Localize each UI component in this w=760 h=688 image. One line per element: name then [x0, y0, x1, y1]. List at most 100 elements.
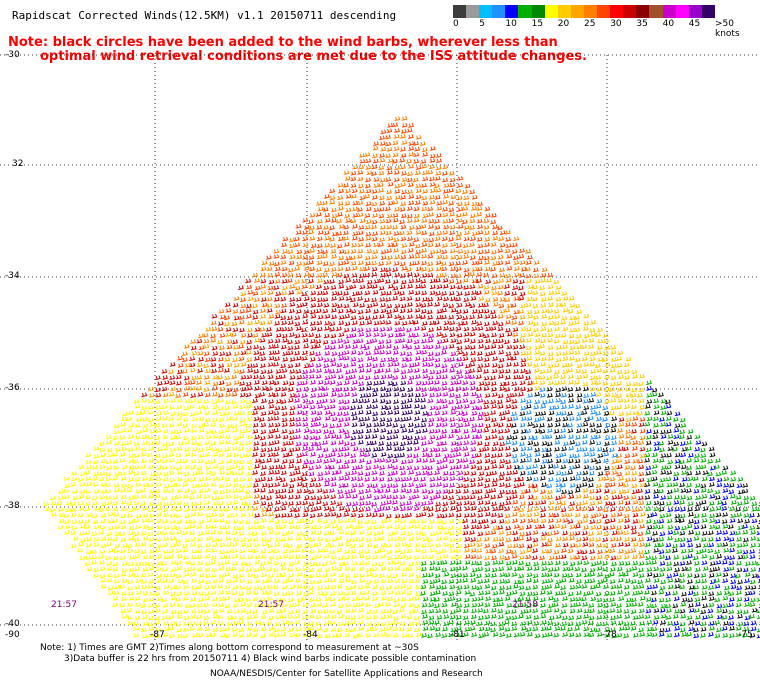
wind-barb: [190, 542, 196, 547]
wind-barb: [322, 339, 329, 345]
wind-barb: [541, 585, 547, 591]
wind-barb: [261, 465, 267, 470]
wind-barb: [630, 495, 637, 500]
wind-barb: [386, 303, 393, 309]
wind-barb: [497, 225, 503, 231]
wind-barb: [154, 387, 161, 393]
wind-barb: [357, 338, 364, 344]
wind-barb: [658, 501, 665, 506]
wind-barb: [651, 476, 658, 482]
wind-barb: [581, 530, 588, 536]
wind-barb: [400, 164, 406, 170]
wind-barb: [658, 507, 665, 512]
wind-barb: [294, 398, 300, 403]
wind-barb: [751, 501, 758, 507]
wind-barb: [490, 255, 497, 261]
wind-barb: [547, 296, 553, 301]
wind-barb: [693, 513, 700, 519]
wind-barb: [246, 459, 253, 465]
wind-barb: [518, 309, 524, 314]
wind-barb: [526, 356, 533, 361]
wind-barb: [413, 326, 420, 331]
wind-barb: [699, 447, 706, 453]
wind-barb: [512, 458, 519, 464]
wind-barb: [259, 338, 266, 343]
wind-barb: [525, 375, 531, 381]
wind-barb: [309, 429, 316, 434]
wind-barb: [408, 319, 415, 325]
wind-barb: [400, 273, 406, 278]
wind-barb: [709, 465, 716, 471]
wind-barb: [694, 434, 701, 440]
wind-barb: [611, 495, 618, 500]
wind-barb: [176, 380, 182, 386]
wind-barb: [308, 585, 314, 591]
wind-barb: [587, 590, 594, 596]
wind-barb: [399, 315, 405, 321]
wind-barb: [499, 489, 505, 495]
wind-barb: [401, 116, 408, 121]
wind-barb: [324, 481, 330, 487]
wind-barb: [225, 332, 232, 337]
wind-barb: [429, 584, 435, 589]
wind-barb: [281, 368, 288, 373]
wind-barb: [128, 507, 135, 513]
wind-barb: [436, 254, 443, 260]
wind-barb: [336, 434, 342, 440]
wind-barb: [497, 284, 504, 290]
wind-barb: [197, 531, 204, 536]
wind-barb: [540, 470, 547, 475]
wind-barb: [482, 518, 489, 524]
wind-barb: [609, 567, 616, 572]
wind-barb: [574, 453, 580, 459]
wind-barb: [435, 213, 442, 218]
wind-barb: [520, 368, 526, 374]
wind-barb: [491, 213, 497, 218]
wind-barb: [574, 327, 581, 333]
wind-barb: [302, 254, 309, 260]
wind-barb: [357, 519, 363, 525]
wind-barb: [177, 578, 184, 584]
wind-barb: [373, 488, 380, 493]
wind-barb: [288, 463, 295, 469]
wind-barb: [336, 547, 343, 553]
wind-barb: [499, 458, 506, 464]
wind-barb: [324, 537, 331, 543]
wind-barb: [575, 435, 581, 440]
wind-barb: [623, 362, 630, 368]
wind-barb: [170, 585, 176, 590]
wind-barb: [100, 458, 107, 464]
wind-barb: [702, 470, 709, 475]
wind-barb: [315, 464, 322, 470]
wind-barb: [574, 555, 581, 560]
wind-barb: [324, 524, 330, 529]
wind-barb: [99, 560, 105, 565]
wind-barb: [387, 242, 394, 248]
wind-barb: [338, 284, 345, 289]
wind-barb: [534, 332, 541, 338]
wind-barb: [387, 555, 393, 561]
wind-barb: [113, 429, 120, 435]
wind-barb: [665, 555, 671, 561]
wind-barb: [203, 422, 209, 427]
wind-barb: [413, 488, 419, 494]
wind-barb: [658, 536, 665, 542]
wind-barb: [232, 302, 239, 308]
wind-barb: [308, 465, 314, 471]
wind-barb: [449, 499, 456, 505]
wind-barb: [301, 278, 307, 284]
wind-barb: [491, 434, 498, 439]
wind-barb: [366, 440, 372, 446]
wind-barb: [666, 452, 672, 458]
wind-barb: [365, 350, 371, 356]
wind-barb: [155, 416, 162, 421]
wind-barb: [282, 482, 288, 488]
wind-barb: [406, 590, 412, 596]
wind-barb: [511, 291, 517, 296]
wind-barb: [315, 416, 322, 421]
wind-barb: [247, 416, 253, 422]
wind-barb: [373, 549, 380, 554]
wind-barb: [604, 392, 611, 398]
wind-barb: [435, 501, 441, 507]
wind-barb: [407, 283, 413, 289]
